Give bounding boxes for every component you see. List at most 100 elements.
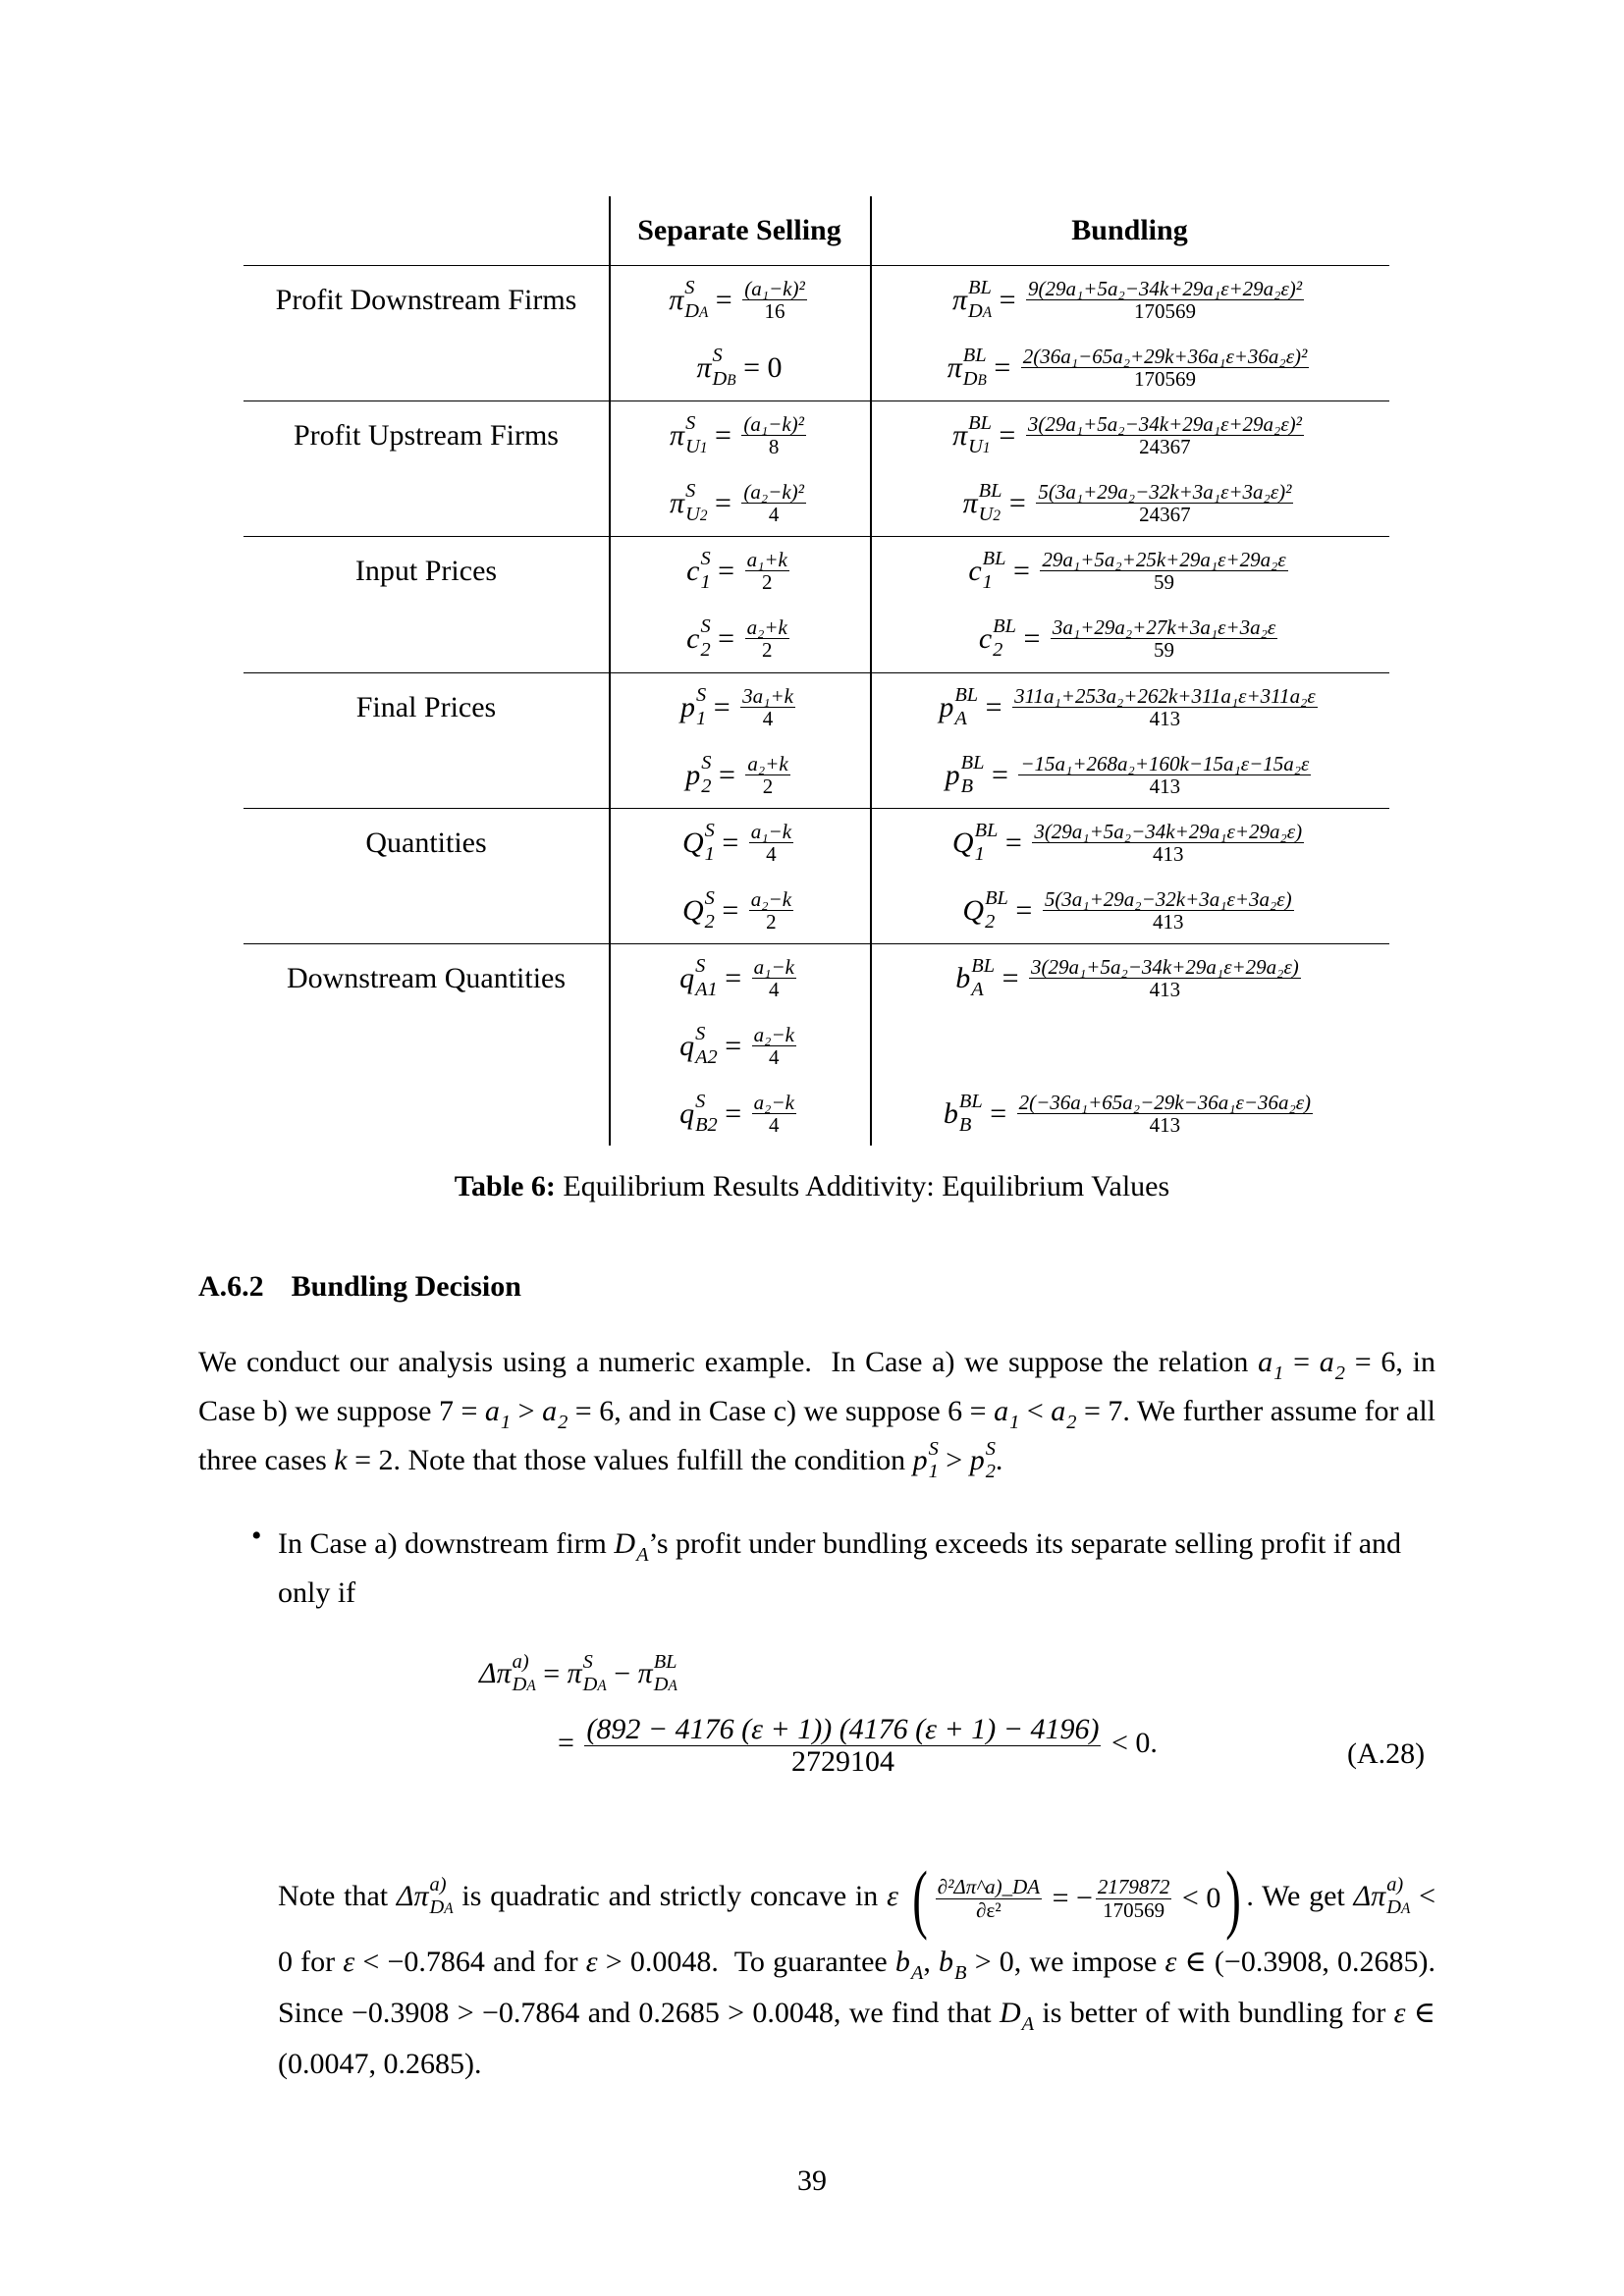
math-superscript: BL: [968, 412, 992, 435]
math-symbol: c BL 1: [968, 549, 1005, 592]
fraction-numerator: 3(29a₁+5a₂−34k+29a₁ε+29a₂ε): [1032, 819, 1305, 843]
math-subscript: B: [959, 1114, 983, 1135]
math-superscript: BL: [978, 480, 1002, 503]
fraction-denominator: 413: [1152, 842, 1184, 866]
fraction-denominator: 413: [1149, 978, 1181, 1001]
text-run: =: [995, 961, 1026, 994]
math-subscript-text: U: [968, 435, 983, 457]
fraction-denominator: 2: [766, 910, 777, 934]
math-superscript: S: [928, 1437, 939, 1460]
text-run: =: [706, 690, 738, 723]
math-scripts: S DB: [713, 346, 736, 389]
math-symbol: ε: [887, 1871, 898, 1922]
fraction-denominator: 4: [766, 842, 777, 866]
math-subscript: 2: [705, 911, 715, 932]
math-subscript-text: 2: [985, 910, 996, 933]
math-scripts: BL 2: [993, 616, 1016, 660]
text-run: =: [707, 418, 739, 452]
math-superscript: S: [695, 1023, 706, 1045]
equation-tag: (A.28): [1347, 1737, 1426, 1770]
text-run: =: [991, 418, 1023, 452]
math-subscript-text: A: [954, 707, 967, 729]
math-base: p: [912, 1444, 928, 1476]
math-base: π: [951, 283, 967, 316]
row-label: Final Prices: [355, 690, 497, 723]
math-superscript: S: [985, 1437, 996, 1460]
math-subscript: B: [961, 775, 985, 796]
math-base: D: [999, 1997, 1021, 2029]
text-run: =: [708, 283, 740, 316]
text-run: is quadratic and strictly concave in: [453, 1879, 888, 1912]
math-base: π: [670, 418, 685, 452]
math-scripts: 1: [1273, 1344, 1283, 1383]
text-run: =: [535, 1657, 568, 1690]
text-run: = 2. Note that those values fulfill the …: [347, 1444, 913, 1476]
math-scripts: S DA: [684, 278, 708, 322]
fraction-denominator: 59: [1154, 638, 1175, 662]
formula-separate: π S DA = (a₁−k)² 16: [609, 266, 870, 334]
fraction-numerator: a₂−k: [751, 1022, 796, 1046]
math-subscript-text: U: [978, 503, 994, 525]
math-sub-subscript: A: [444, 1899, 454, 1917]
fraction: 2(36a₁−65a₂+29k+36a₁ε+36a₂ε)² 170569: [1020, 346, 1310, 390]
math-sub-subscript: A: [1400, 1899, 1411, 1917]
text-run: >: [938, 1444, 970, 1476]
math-subscript-text: 1: [928, 1461, 939, 1482]
fraction: 3(29a₁+5a₂−34k+29a₁ε+29a₂ε) 413: [1028, 956, 1301, 1001]
math-sub-subscript: A: [982, 303, 993, 321]
math-subscript: 1: [1273, 1363, 1283, 1383]
math-subscript-text: D: [684, 299, 699, 322]
fraction-denominator: 413: [1149, 1113, 1181, 1137]
math-base: a: [994, 1395, 1009, 1427]
math-scripts: S B2: [695, 1092, 718, 1135]
text-run: > 0, we impose: [966, 1946, 1165, 1978]
math-scripts: BL DA: [654, 1652, 677, 1695]
math-superscript: a): [429, 1873, 447, 1896]
math-subscript-text: 1: [974, 842, 985, 865]
math-sub-subscript: B: [727, 371, 736, 389]
math-base: ε: [343, 1946, 355, 1978]
fraction-denominator: 4: [762, 707, 774, 730]
math-subscript: 2: [986, 1462, 996, 1481]
fraction-denominator: 4: [769, 978, 780, 1001]
math-superscript: [911, 1942, 923, 1960]
text-run: =: [711, 758, 743, 791]
text-run: =: [1007, 893, 1040, 927]
formula-bundling: [870, 1012, 1389, 1080]
math-base: p: [685, 758, 701, 791]
math-base: c: [968, 554, 982, 587]
math-base: b: [955, 961, 971, 994]
math-symbol: a 2: [542, 1387, 568, 1436]
fraction-numerator: a₂−k: [748, 886, 794, 911]
math-symbol: π S U1: [670, 412, 707, 456]
math-subscript: 2: [985, 910, 1008, 933]
math-superscript: S: [685, 412, 696, 435]
header-separate-selling: Separate Selling: [637, 214, 841, 246]
formula-bundling: π BL DA = 9(29a₁+5a₂−34k+29a₁ε+29a₂ε)² 1705…: [870, 266, 1389, 334]
math-subscript: DA: [513, 1675, 536, 1694]
math-superscript: S: [700, 615, 711, 638]
math-symbol: b A: [895, 1937, 923, 1988]
caption-label: Table 6:: [454, 1170, 556, 1202]
fraction: (a₂−k)² 4: [741, 481, 806, 525]
math-scripts: S U1: [685, 412, 707, 456]
text-run: Note that: [278, 1879, 397, 1912]
fraction-numerator: (892 − 4176 (ε + 1)) (4176 (ε + 1) − 419…: [584, 1713, 1102, 1746]
bundling-cell: b BL A = 3(29a₁+5a₂−34k+29a₁ε+29a₂ε) 413 b BL…: [870, 944, 1389, 1148]
text-run: =: [558, 1726, 582, 1759]
text-run: =: [717, 961, 749, 994]
math-superscript: BL: [985, 887, 1008, 910]
math-base: c: [686, 621, 700, 655]
formula-bundling: Q BL 1 = 3(29a₁+5a₂−34k+29a₁ε+29a₂ε) 413: [870, 809, 1389, 877]
math-subscript: B: [954, 1963, 966, 1983]
fraction: 9(29a₁+5a₂−34k+29a₁ε+29a₂ε)² 170569: [1025, 278, 1305, 322]
math-scripts: 2: [1335, 1344, 1345, 1383]
math-scripts: BL U1: [968, 412, 992, 457]
text-run: =: [1283, 1346, 1320, 1378]
math-symbol: D A: [614, 1520, 648, 1569]
math-subscript: 1: [700, 571, 710, 592]
